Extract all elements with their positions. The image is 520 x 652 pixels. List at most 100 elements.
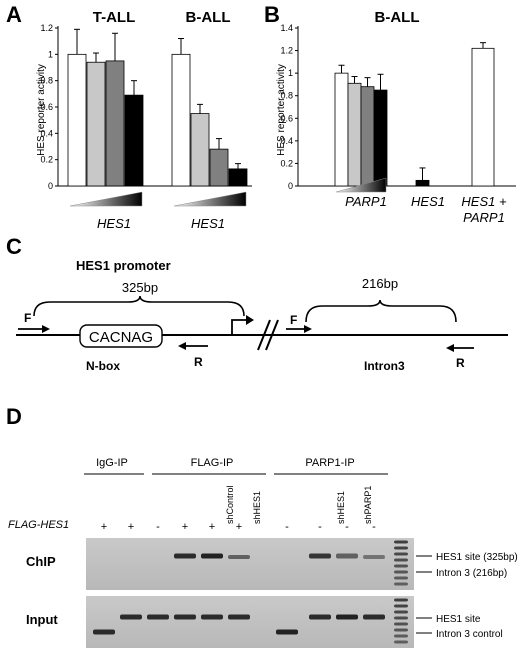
gel-group-igg: IgG-IP — [96, 457, 128, 469]
chart-b-xlabel-1: PARP1 — [345, 194, 387, 209]
panel-letter-d: D — [6, 404, 22, 429]
chart-a-bar — [67, 53, 87, 187]
chart-a-title-tall: T-ALL — [93, 9, 136, 26]
chart-b-ytick-label: 1.4 — [280, 23, 293, 33]
left-reverse-arrowhead — [178, 342, 186, 350]
left-amplicon-size: 325bp — [122, 280, 158, 295]
gel-band — [394, 558, 408, 562]
gel-band — [201, 553, 223, 559]
chip-intron3-label: Intron 3 (216bp) — [436, 568, 507, 579]
right-amplicon-size: 216bp — [362, 276, 398, 291]
gel-band — [394, 598, 408, 602]
flag-sign: - — [156, 521, 160, 533]
chart-a-bar — [124, 94, 144, 187]
chart-b-bar — [360, 86, 375, 187]
chart-b-ytick-label: 0.6 — [280, 113, 293, 123]
chart-a-ytick-label: 0.8 — [40, 76, 53, 86]
cacnag-box — [79, 324, 163, 348]
gel-band — [309, 553, 331, 559]
gel-band — [394, 628, 408, 632]
chart-b-ytick-label: 1.2 — [280, 46, 293, 56]
chart-a-ytick-label: 0.2 — [40, 155, 53, 165]
right-forward-label: F — [290, 313, 297, 327]
panel-letter-a: A — [6, 2, 22, 27]
left-forward-label: F — [24, 311, 31, 325]
flag-sign: + — [209, 521, 215, 533]
gel-band — [120, 614, 142, 620]
flag-sign: - — [372, 521, 376, 533]
right-amplicon-brace — [305, 299, 457, 323]
right-reverse-label: R — [456, 356, 465, 370]
input-intron3-label: Intron 3 control — [436, 629, 503, 640]
gel-band — [336, 614, 358, 620]
chart-b-title: B-ALL — [375, 9, 420, 26]
gel-band — [394, 640, 408, 644]
gel-band — [394, 634, 408, 638]
gel-band — [228, 614, 250, 620]
gel-band — [276, 629, 298, 635]
chart-b-xlabel-3b: PARP1 — [463, 210, 505, 225]
flag-hes1-label: FLAG-HES1 — [8, 519, 69, 531]
chart-a-ytick-label: 0 — [48, 181, 53, 191]
chip-gel-figure: IgG-IP FLAG-IP PARP1-IP shControl shHES1… — [8, 457, 518, 648]
gel-band — [228, 555, 250, 559]
nbox-label: N-box — [86, 359, 120, 373]
gel-band — [394, 552, 408, 556]
gel-band — [394, 546, 408, 550]
gel-band — [394, 616, 408, 620]
gel-band — [394, 610, 408, 614]
tss-arrow — [231, 319, 246, 335]
gel-band — [394, 604, 408, 608]
lane-label-shhes1-flag: shHES1 — [252, 491, 262, 524]
gel-band — [93, 629, 115, 635]
chart-a-xlabel-2: HES1 — [191, 216, 225, 231]
flag-sign: + — [236, 521, 242, 533]
input-gel-strip — [86, 596, 414, 648]
gel-band — [394, 564, 408, 568]
gel-band — [394, 582, 408, 586]
chart-b-ytick-label: 0 — [288, 181, 293, 191]
gel-group-flag: FLAG-IP — [191, 457, 234, 469]
chart-a: T-ALL B-ALL HES reporter activity 0 0.2 0.… — [36, 9, 252, 231]
right-reverse-arrowhead — [446, 344, 454, 352]
gel-band — [394, 576, 408, 580]
left-reverse-label: R — [194, 355, 203, 369]
chart-b-bar — [415, 179, 430, 187]
chart-b-ytick-label: 0.2 — [280, 158, 293, 168]
chart-b-bar — [334, 72, 349, 187]
chart-a-ytick-label: 0.4 — [40, 128, 53, 138]
gel-band — [174, 553, 196, 559]
gel-band — [147, 614, 169, 620]
gel-band — [201, 614, 223, 620]
chart-b-ytick-label: 1 — [288, 68, 293, 78]
chip-row-label: ChIP — [26, 554, 56, 569]
chart-a-bar — [228, 168, 248, 187]
break-mark-1 — [257, 319, 271, 351]
gel-band — [394, 570, 408, 574]
chart-a-ylabel: HES reporter activity — [36, 64, 47, 156]
panel-letter-c: C — [6, 234, 22, 259]
promoter-diagram: HES1 promoter 325bp 216bp CACNAG F R F R… — [16, 258, 508, 373]
diagram-title: HES1 promoter — [76, 258, 171, 273]
chart-a-bar — [171, 53, 191, 187]
gel-band — [309, 614, 331, 620]
chip-gel-strip — [86, 538, 414, 590]
chart-b-ytick-label: 0.4 — [280, 136, 293, 146]
cacnag-text: CACNAG — [89, 329, 153, 346]
gel-group-parp1: PARP1-IP — [305, 457, 354, 469]
gel-band — [394, 540, 408, 544]
chart-b: B-ALL HES reporter activity 0 0.2 0.4 0.6 0.… — [276, 9, 516, 225]
left-amplicon-brace — [33, 295, 245, 317]
chart-a-bar — [190, 113, 210, 187]
chart-a-dose-wedge — [173, 191, 247, 207]
chart-b-bar — [471, 47, 495, 187]
intron3-label: Intron3 — [364, 359, 405, 373]
flag-sign: + — [101, 521, 107, 533]
chart-b-ytick-label: 0.8 — [280, 91, 293, 101]
chip-hes1-site-label: HES1 site (325bp) — [436, 552, 518, 563]
chart-a-bar — [105, 60, 125, 187]
chart-b-dose-wedge — [335, 177, 387, 193]
flag-sign: + — [182, 521, 188, 533]
lane-label-shparp1: shPARP1 — [363, 486, 373, 524]
flag-sign: - — [345, 521, 349, 533]
